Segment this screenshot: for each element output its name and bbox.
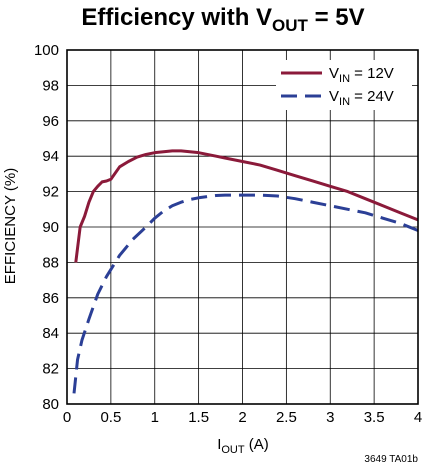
legend-label-12v-rest: = 12V: [350, 65, 394, 82]
legend-label-12v-sub: IN: [339, 73, 350, 85]
x-tick-label: 1: [151, 409, 159, 426]
legend-label-24v-rest: = 24V: [350, 88, 394, 105]
legend-label-24v: VIN = 24V: [329, 88, 394, 108]
x-tick-label: 4: [414, 409, 422, 426]
x-tick-label: 0.5: [100, 409, 121, 426]
legend-label-24v-sub: IN: [339, 96, 350, 108]
y-tick-label: 100: [34, 42, 59, 59]
x-tick-label: 3.5: [364, 409, 385, 426]
y-tick-label: 96: [42, 113, 59, 130]
plot-frame: [66, 49, 419, 405]
y-axis-label: EFFICIENCY (%): [2, 168, 19, 284]
legend-label-12v-main: V: [329, 65, 339, 82]
chart-title: Efficiency with VOUT = 5V: [81, 4, 364, 35]
y-tick-label: 90: [42, 219, 59, 236]
legend: VIN = 12V VIN = 24V: [276, 60, 412, 110]
x-tick-label: 3: [326, 409, 334, 426]
data-series: [72, 149, 419, 394]
x-axis-label-main: I: [217, 436, 221, 453]
chart-title-sub: OUT: [272, 16, 309, 35]
chart-title-main: Efficiency with V: [81, 4, 272, 31]
y-tick-label: 88: [42, 254, 59, 271]
y-tick-label: 94: [42, 148, 59, 165]
y-tick-label: 84: [42, 325, 59, 342]
legend-label-12v: VIN = 12V: [329, 65, 394, 85]
x-tick-label: 1.5: [188, 409, 209, 426]
x-tick-label: 2: [238, 409, 246, 426]
y-tick-label: 86: [42, 290, 59, 307]
series-line-24v: [72, 193, 419, 394]
x-tick-label: 0: [63, 409, 71, 426]
y-tick-label: 82: [42, 361, 59, 378]
x-axis-label: IOUT (A): [217, 436, 269, 456]
chart-title-rest: = 5V: [308, 4, 365, 31]
legend-background: [276, 60, 412, 110]
y-tick-label: 80: [42, 396, 59, 413]
figure-id: 3649 TA01b: [364, 454, 418, 465]
y-tick-label: 92: [42, 184, 59, 201]
x-tick-label: 2.5: [276, 409, 297, 426]
tick-labels: 0 0.5 1 1.5 2 2.5 3 3.5 4 80 82 84 86 88 90 92 94 96 98 100: [34, 42, 422, 426]
x-axis-label-sub: OUT: [221, 444, 245, 456]
x-axis-label-rest: (A): [245, 436, 269, 453]
legend-label-24v-main: V: [329, 88, 339, 105]
series-line-12v: [74, 149, 419, 263]
y-tick-label: 98: [42, 77, 59, 94]
